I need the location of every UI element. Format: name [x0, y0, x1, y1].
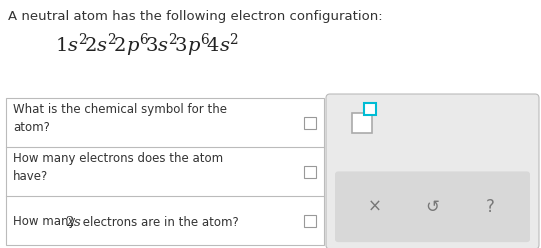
Bar	[304, 165, 316, 178]
Bar	[352, 113, 372, 133]
Text: A neutral atom has the following electron configuration:: A neutral atom has the following electro…	[8, 10, 382, 23]
Text: $1s^2\!2s^2\!2p^6\!3s^2\!3p^6\!4s^2$: $1s^2\!2s^2\!2p^6\!3s^2\!3p^6\!4s^2$	[55, 32, 239, 59]
Text: ↺: ↺	[426, 198, 439, 216]
Text: ×: ×	[368, 198, 382, 216]
Text: electrons are in the atom?: electrons are in the atom?	[79, 216, 239, 228]
FancyBboxPatch shape	[335, 171, 530, 242]
Text: $2s$: $2s$	[65, 216, 82, 229]
FancyBboxPatch shape	[326, 94, 539, 248]
Text: How many electrons does the atom
have?: How many electrons does the atom have?	[13, 152, 223, 183]
Text: What is the chemical symbol for the
atom?: What is the chemical symbol for the atom…	[13, 103, 227, 134]
Bar	[6, 98, 324, 245]
Bar	[304, 215, 316, 226]
Text: ?: ?	[485, 198, 494, 216]
Bar	[304, 117, 316, 128]
Text: How many: How many	[13, 216, 79, 228]
Bar	[364, 103, 376, 115]
